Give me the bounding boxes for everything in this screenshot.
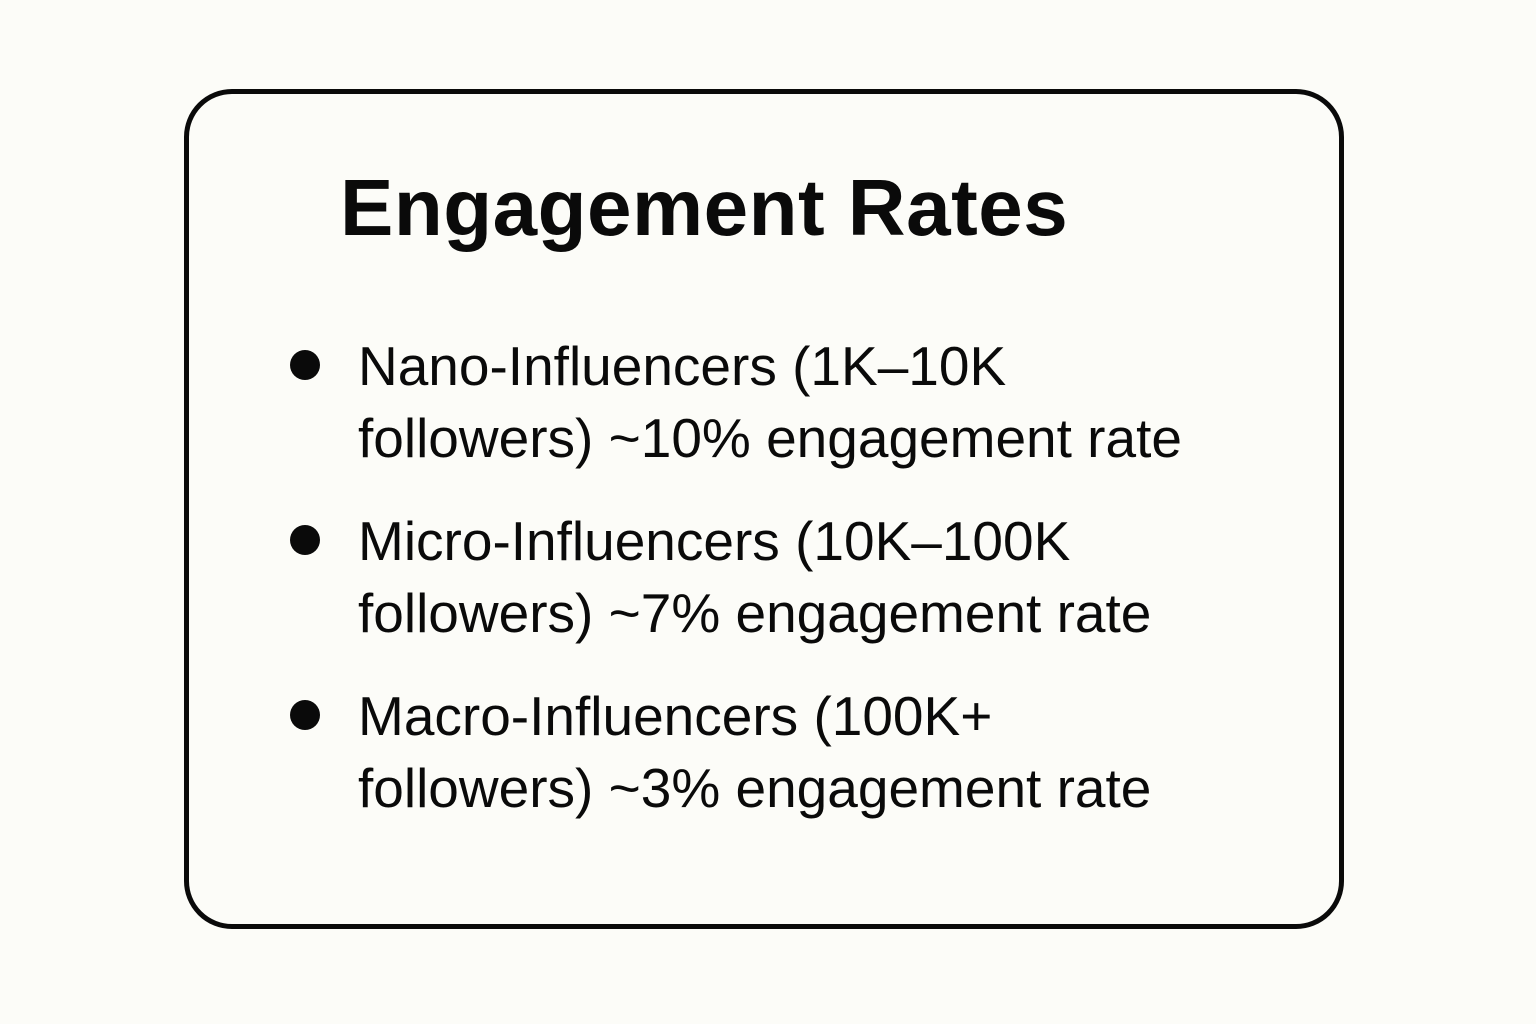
list-item-text: Micro-Influencers (10K–100K followers) ~… (358, 505, 1151, 649)
card-title: Engagement Rates (340, 163, 1069, 252)
engagement-card (184, 89, 1344, 929)
list-item-line-1: Macro-Influencers (100K+ (358, 685, 993, 747)
list-item-line-1: Nano-Influencers (1K–10K (358, 335, 1007, 397)
list-item-line-2: followers) ~7% engagement rate (358, 582, 1152, 644)
list-item-line-2: followers) ~10% engagement rate (358, 407, 1182, 469)
bullet-icon (290, 525, 320, 555)
list-item-text: Macro-Influencers (100K+ followers) ~3% … (358, 680, 1151, 824)
bullet-icon (290, 350, 320, 380)
list-item-line-1: Micro-Influencers (10K–100K (358, 510, 1071, 572)
list-item-line-2: followers) ~3% engagement rate (358, 757, 1152, 819)
list-item-text: Nano-Influencers (1K–10K followers) ~10%… (358, 330, 1182, 474)
bullet-icon (290, 700, 320, 730)
